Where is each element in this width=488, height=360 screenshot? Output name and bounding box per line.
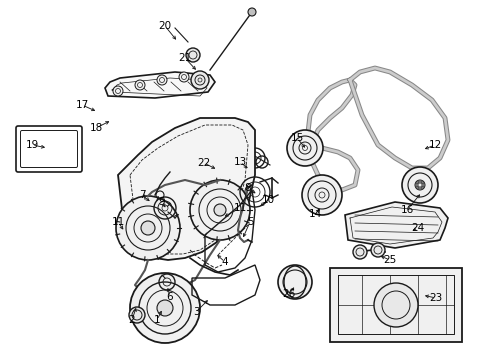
Text: 18: 18 (89, 123, 102, 133)
Circle shape (401, 167, 437, 203)
Text: 24: 24 (410, 223, 424, 233)
Polygon shape (345, 202, 447, 248)
Circle shape (370, 243, 384, 257)
Circle shape (278, 265, 311, 299)
Text: 14: 14 (308, 209, 321, 219)
Circle shape (130, 273, 200, 343)
Text: 16: 16 (400, 205, 413, 215)
Text: 5: 5 (246, 217, 253, 227)
Text: 8: 8 (244, 183, 251, 193)
Circle shape (157, 300, 173, 316)
Circle shape (116, 196, 180, 260)
Circle shape (185, 48, 200, 62)
Circle shape (129, 307, 145, 323)
Text: 19: 19 (25, 140, 39, 150)
Circle shape (191, 71, 208, 89)
Circle shape (190, 180, 249, 240)
Text: 23: 23 (428, 293, 442, 303)
Circle shape (179, 72, 189, 82)
Circle shape (352, 245, 366, 259)
Text: 15: 15 (290, 133, 303, 143)
Text: 2: 2 (128, 315, 135, 325)
Circle shape (135, 80, 145, 90)
Circle shape (141, 221, 155, 235)
Text: 25: 25 (383, 255, 396, 265)
Polygon shape (118, 118, 254, 260)
Text: 26: 26 (282, 289, 295, 299)
Text: 7: 7 (139, 190, 145, 200)
Text: 10: 10 (261, 195, 274, 205)
Text: 12: 12 (427, 140, 441, 150)
Text: 13: 13 (233, 157, 246, 167)
Circle shape (302, 175, 341, 215)
Circle shape (192, 77, 202, 87)
Polygon shape (329, 268, 461, 342)
Text: 1: 1 (153, 315, 160, 325)
Circle shape (286, 130, 323, 166)
Text: 17: 17 (75, 100, 88, 110)
Text: 3: 3 (192, 307, 199, 317)
Text: 11: 11 (233, 203, 246, 213)
Circle shape (113, 86, 123, 96)
Text: 6: 6 (166, 292, 173, 302)
Circle shape (157, 75, 167, 85)
Circle shape (214, 204, 225, 216)
Polygon shape (105, 72, 215, 98)
Text: 22: 22 (197, 158, 210, 168)
Text: 21: 21 (178, 53, 191, 63)
Circle shape (247, 8, 256, 16)
Text: 20: 20 (158, 21, 171, 31)
Circle shape (373, 283, 417, 327)
Text: 9: 9 (159, 197, 165, 207)
Text: 4: 4 (221, 257, 228, 267)
Text: 11: 11 (111, 217, 124, 227)
